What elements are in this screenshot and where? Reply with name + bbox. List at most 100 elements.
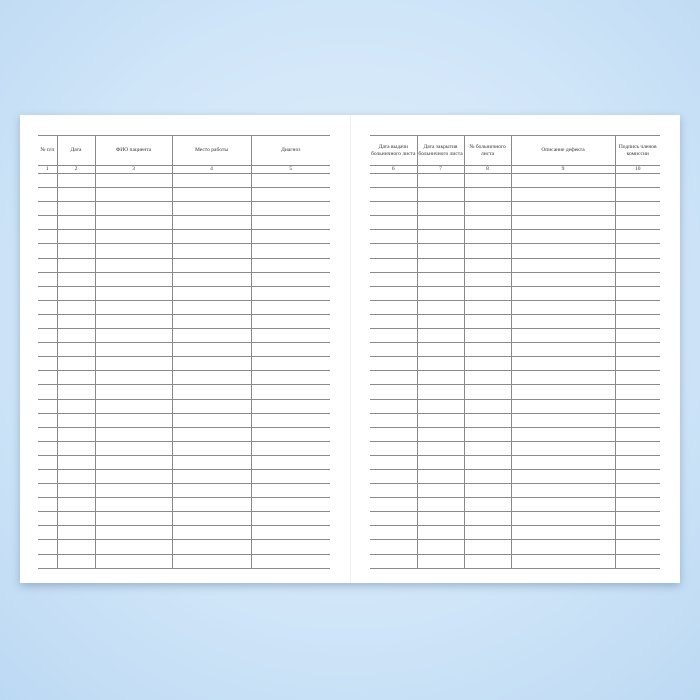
header-row: Дата выдачи больничного листа Дата закры…	[370, 135, 660, 166]
table-cell	[463, 328, 511, 344]
table-cell	[614, 539, 660, 555]
table-cell	[171, 229, 251, 245]
table-cell	[38, 342, 57, 358]
table-row	[38, 328, 330, 344]
table-cell	[463, 215, 511, 231]
table-row	[38, 187, 330, 203]
table-row	[38, 173, 330, 189]
table-cell	[370, 483, 417, 499]
table-cell	[416, 187, 464, 203]
table-cell	[171, 427, 251, 442]
table-cell	[94, 286, 172, 301]
table-cell	[94, 272, 172, 287]
table-cell	[510, 554, 615, 569]
table-cell	[416, 399, 464, 414]
table-cell	[510, 399, 615, 414]
table-row	[370, 201, 660, 217]
header-cell: Описание дефекта	[510, 135, 615, 166]
table-cell	[416, 469, 464, 485]
table-cell	[463, 201, 511, 217]
table-cell	[171, 539, 251, 555]
table-cell	[510, 539, 615, 555]
table-cell	[94, 173, 172, 189]
table-cell	[94, 511, 172, 527]
table-cell	[171, 469, 251, 485]
table-cell	[463, 173, 511, 189]
table-cell	[38, 314, 57, 330]
table-cell	[370, 511, 417, 527]
table-row	[38, 483, 330, 499]
table-cell	[416, 483, 464, 499]
table-cell	[38, 356, 57, 372]
table-row	[370, 215, 660, 231]
table-cell	[614, 483, 660, 499]
header-cell: Диагноз	[250, 135, 330, 166]
table-cell	[56, 342, 95, 358]
table-row	[370, 554, 660, 569]
table-cell	[250, 497, 330, 513]
table-cell	[510, 384, 615, 400]
table-cell	[94, 497, 172, 513]
table-cell	[56, 539, 95, 555]
column-number-row: 1 2 3 4 5	[38, 165, 330, 174]
table-cell	[56, 215, 95, 231]
table-cell	[250, 413, 330, 428]
table-cell	[510, 243, 615, 259]
table-row	[370, 483, 660, 499]
table-cell	[56, 328, 95, 344]
table-cell	[614, 286, 660, 301]
table-row	[370, 258, 660, 273]
table-cell	[94, 554, 172, 569]
table-cell	[94, 427, 172, 442]
table-cell	[463, 483, 511, 499]
table-cell	[38, 173, 57, 189]
table-cell	[171, 243, 251, 259]
left-page-table: № п/п Дата ФИО пациента Место работы Диа…	[38, 135, 330, 569]
table-cell	[56, 201, 95, 217]
table-cell	[463, 469, 511, 485]
table-cell	[614, 469, 660, 485]
table-row	[38, 272, 330, 287]
table-cell	[250, 539, 330, 555]
table-cell	[171, 455, 251, 470]
table-cell	[94, 328, 172, 344]
table-cell	[463, 497, 511, 513]
column-number: 1	[38, 165, 57, 174]
table-cell	[38, 511, 57, 527]
table-cell	[171, 173, 251, 189]
table-cell	[416, 300, 464, 315]
header-cell: Подпись членов комиссии	[614, 135, 660, 166]
table-row	[370, 469, 660, 485]
table-row	[370, 243, 660, 259]
table-row	[370, 342, 660, 358]
column-number: 10	[614, 165, 660, 174]
table-row	[38, 229, 330, 245]
table-cell	[463, 399, 511, 414]
table-row	[370, 173, 660, 189]
table-row	[370, 272, 660, 287]
table-cell	[94, 399, 172, 414]
table-cell	[38, 328, 57, 344]
table-cell	[370, 173, 417, 189]
table-cell	[416, 243, 464, 259]
table-row	[38, 342, 330, 358]
table-cell	[463, 525, 511, 541]
table-cell	[56, 554, 95, 569]
column-number: 4	[171, 165, 251, 174]
table-cell	[171, 497, 251, 513]
table-cell	[38, 300, 57, 315]
table-cell	[370, 286, 417, 301]
table-cell	[56, 384, 95, 400]
table-cell	[38, 201, 57, 217]
table-cell	[250, 272, 330, 287]
table-cell	[370, 342, 417, 358]
table-cell	[250, 384, 330, 400]
table-cell	[250, 427, 330, 442]
table-cell	[56, 187, 95, 203]
table-cell	[614, 497, 660, 513]
table-cell	[56, 258, 95, 273]
table-cell	[416, 314, 464, 330]
table-cell	[370, 370, 417, 386]
table-row	[38, 370, 330, 386]
table-row	[38, 525, 330, 541]
